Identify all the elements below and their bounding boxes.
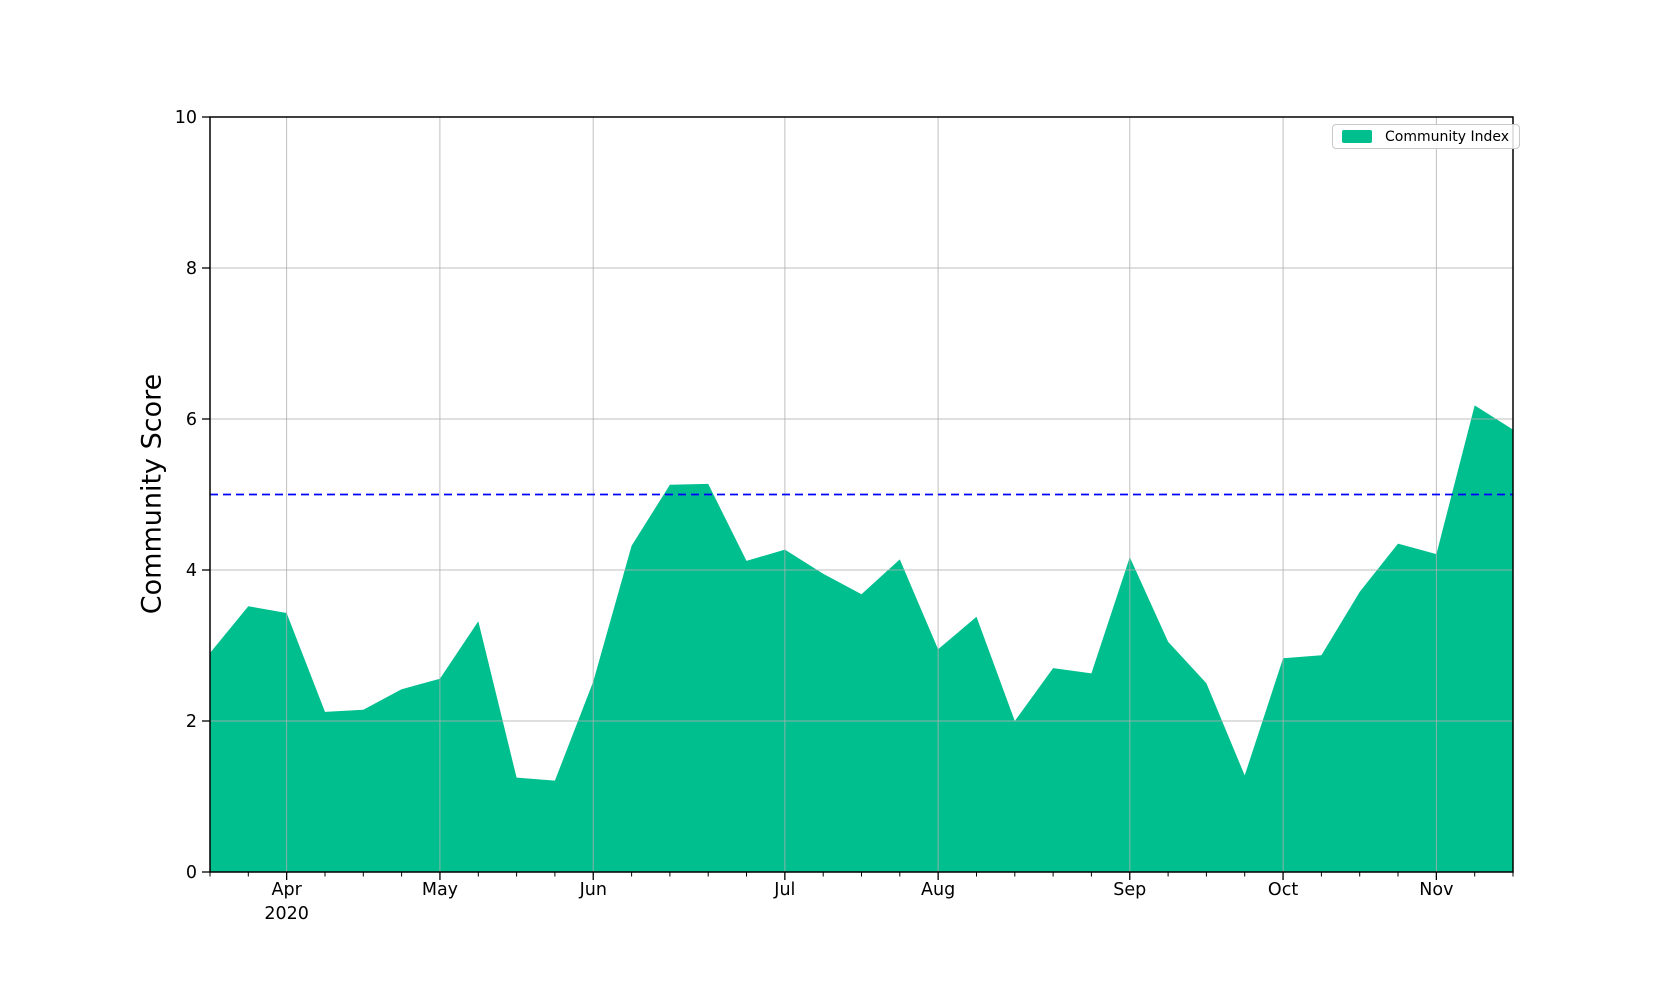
legend-label: Community Index [1385, 128, 1510, 145]
x-tick-label: Oct [1268, 880, 1298, 900]
y-tick-label: 6 [186, 410, 197, 430]
x-tick-label: Jul [773, 880, 795, 900]
x-tick-label: Aug [921, 880, 955, 900]
x-tick-label: Jun [579, 880, 607, 900]
x-tick-label: Sep [1113, 880, 1146, 900]
x-tick-year-label: 2020 [264, 904, 309, 924]
y-axis-label: Community Score [136, 373, 168, 615]
y-tick-label: 2 [186, 712, 197, 732]
x-tick-label: May [422, 880, 458, 900]
area-series [210, 405, 1513, 872]
x-tick-label: Apr [272, 880, 303, 900]
legend-swatch-icon [1342, 130, 1372, 143]
y-tick-label: 8 [186, 259, 197, 279]
y-tick-label: 0 [186, 863, 197, 883]
legend: Community Index [1332, 124, 1521, 149]
x-tick-label: Nov [1419, 880, 1453, 900]
y-tick-label: 4 [186, 561, 197, 581]
y-tick-label: 10 [175, 108, 197, 128]
